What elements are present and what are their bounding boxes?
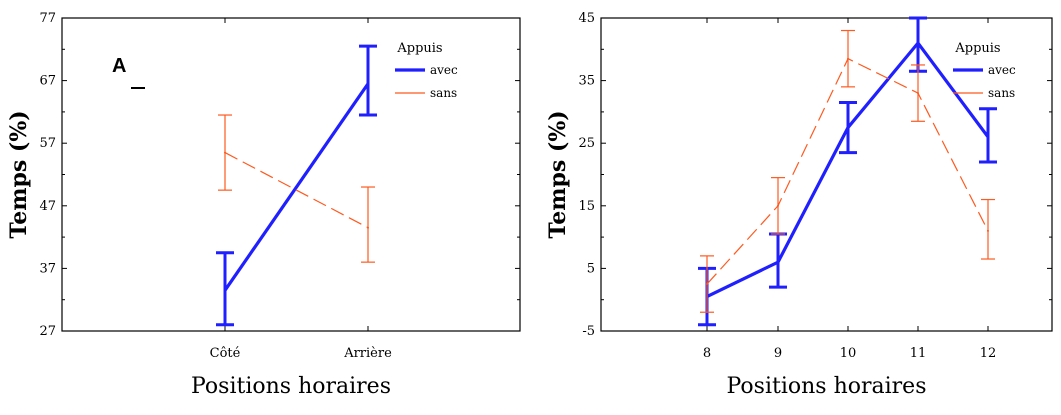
data-point [776, 260, 780, 264]
legend: Appuis avec sans [395, 41, 458, 100]
legend: Appuis avec sans [953, 41, 1016, 100]
data-point [367, 226, 369, 229]
data-point [987, 229, 989, 232]
x-tick-label: Arrière [343, 346, 392, 361]
data-point [847, 57, 849, 60]
series-line-avec [223, 82, 370, 292]
x-tick-label: 11 [910, 346, 927, 361]
x-tick-label: 9 [774, 346, 782, 361]
legend-title: Appuis [396, 41, 442, 56]
y-tick-label: 67 [39, 74, 56, 89]
series-sans [218, 114, 375, 263]
chart-panel-1: 27 37 47 57 67 77 Côté Arrière Positions horaire… [6, 11, 521, 399]
x-tick-label: Côté [210, 346, 241, 361]
y-tick-label: 47 [39, 199, 56, 214]
legend-title: Appuis [954, 41, 1000, 56]
panel-label: A [112, 55, 126, 77]
y-tick-label: 25 [578, 136, 595, 151]
y-tick-label: 57 [39, 136, 56, 151]
data-point [224, 151, 226, 154]
data-point [846, 126, 850, 130]
legend-label-sans: sans [988, 86, 1015, 100]
x-tick-label: 8 [703, 346, 711, 361]
series-avec [216, 44, 377, 327]
series-line-sans [706, 57, 989, 285]
data-point [916, 41, 920, 45]
y-axis-label: Temps (%) [6, 110, 32, 238]
x-tick-label: 10 [840, 346, 857, 361]
data-point [223, 288, 227, 292]
x-tick-label: 12 [980, 346, 997, 361]
y-tick-label: 45 [578, 11, 595, 26]
data-point [706, 283, 708, 286]
y-axis-label: Temps (%) [545, 110, 571, 238]
plot-frame [600, 17, 1053, 332]
chart-panel-2: -5 5 15 25 35 45 8 9 10 11 12 Positions horaires Tem… [545, 11, 1053, 399]
series-line-sans [224, 152, 369, 229]
y-tick-label: -5 [582, 324, 595, 339]
x-axis-label: Positions horaires [727, 374, 927, 399]
data-point [366, 82, 370, 86]
y-tick-label: 27 [39, 324, 56, 339]
x-axis-label: Positions horaires [191, 374, 391, 399]
data-point [986, 135, 990, 139]
legend-label-avec: avec [430, 63, 458, 77]
y-tick-label: 77 [39, 11, 56, 26]
y-tick-label: 35 [578, 74, 595, 89]
legend-label-sans: sans [430, 86, 457, 100]
y-tick-label: 37 [39, 261, 56, 276]
series-sans [700, 29, 995, 313]
data-point [917, 92, 919, 95]
data-point [777, 204, 779, 207]
y-tick-label: 5 [587, 261, 595, 276]
legend-label-avec: avec [988, 63, 1016, 77]
y-tick-label: 15 [578, 199, 595, 214]
